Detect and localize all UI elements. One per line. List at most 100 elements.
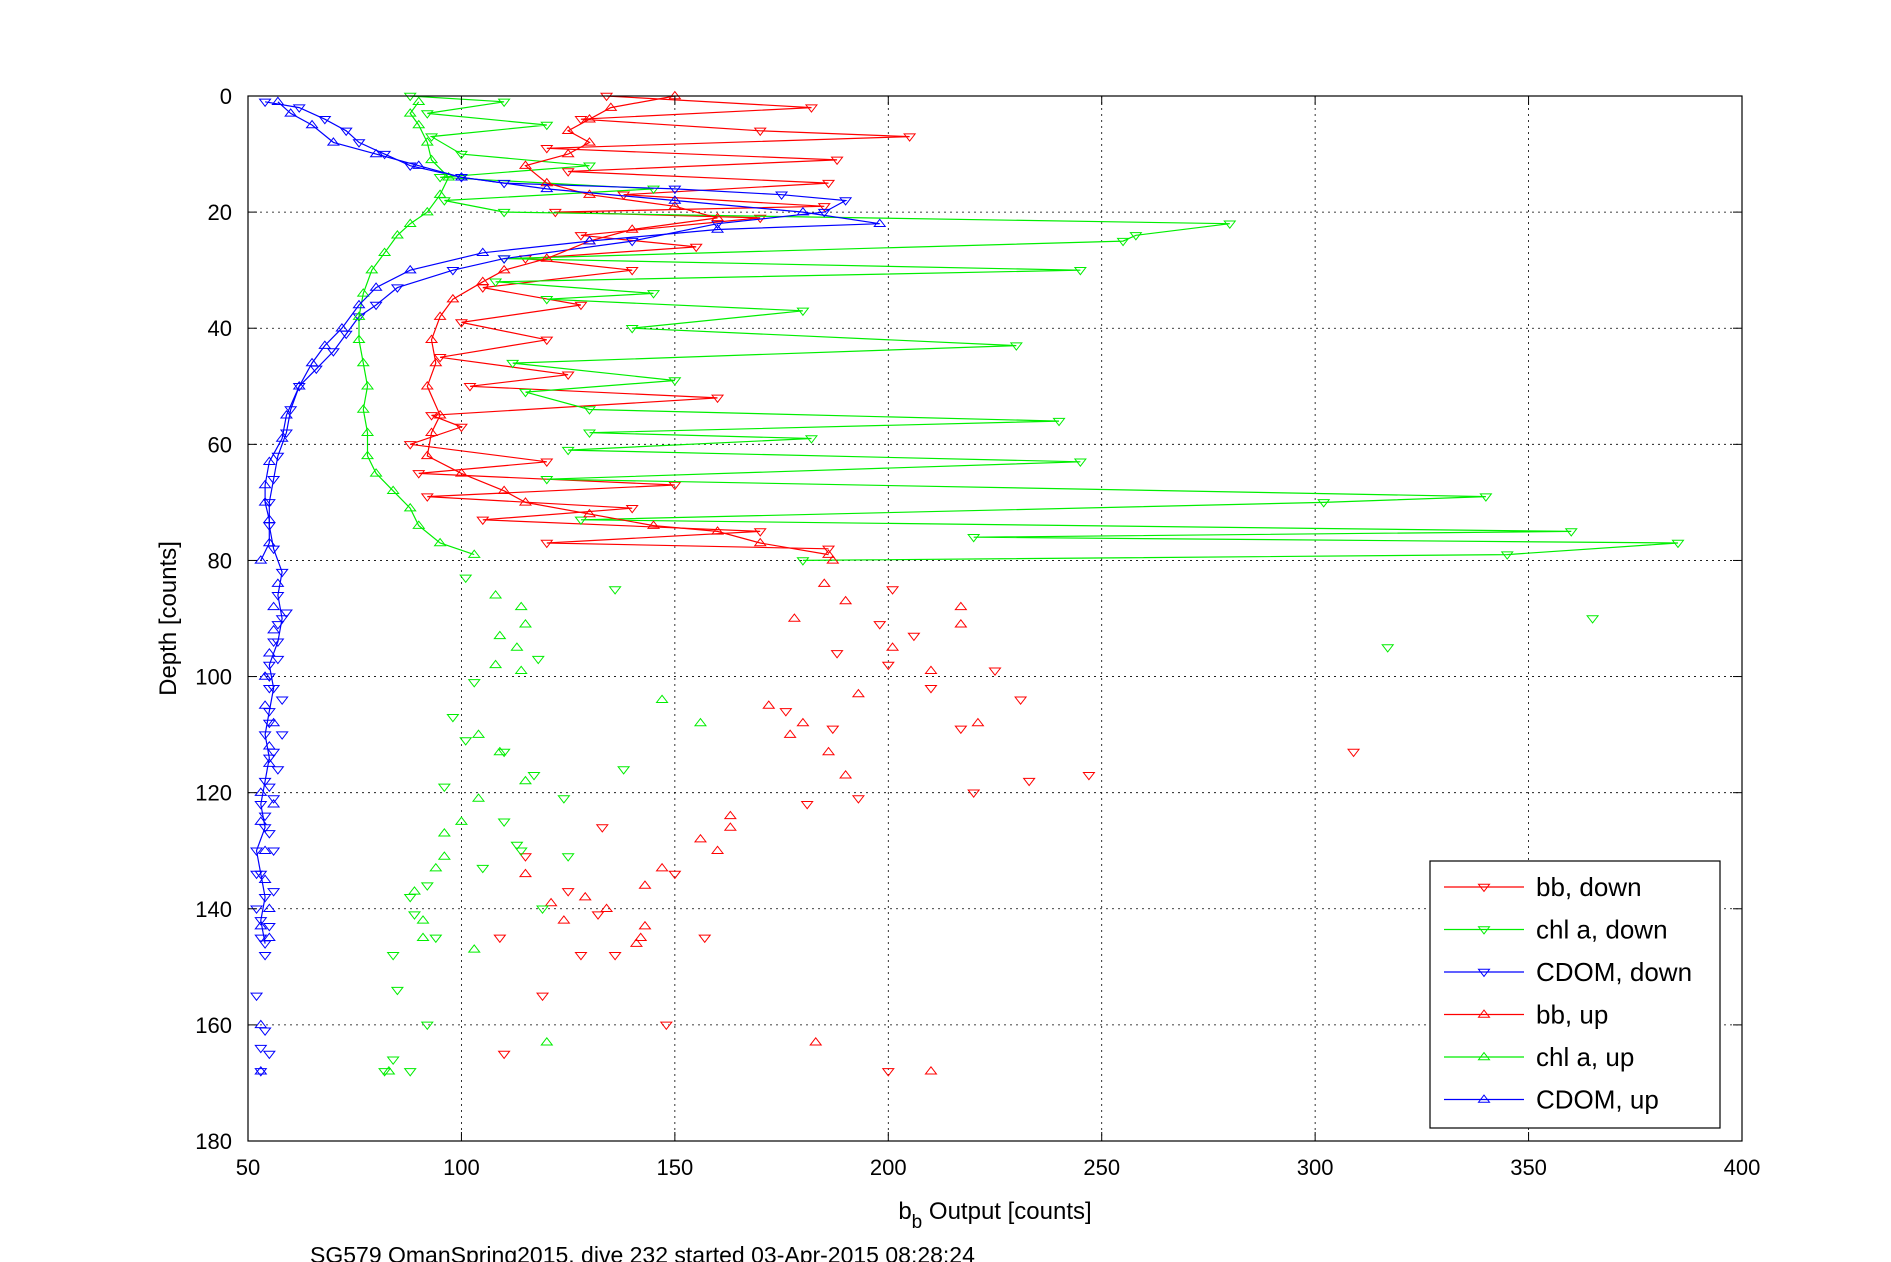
data-point-marker [262, 1050, 276, 1060]
data-point-marker [250, 992, 264, 1002]
data-point-marker [390, 284, 404, 293]
data-point-marker [954, 619, 968, 628]
data-point-marker [1082, 772, 1096, 781]
data-point-marker [668, 201, 682, 210]
data-point-marker [1500, 551, 1514, 560]
data-point-marker [540, 145, 554, 154]
data-point-marker [335, 322, 349, 332]
data-point-marker [822, 179, 836, 189]
series-group [518, 555, 985, 1075]
data-point-marker [873, 621, 887, 630]
x-axis-label-main: b [898, 1198, 911, 1225]
data-point-marker [416, 915, 430, 924]
data-point-marker [262, 903, 276, 913]
data-point-marker [668, 185, 682, 195]
data-point-marker [531, 655, 545, 665]
data-point-marker [437, 783, 451, 793]
data-point-marker [723, 810, 737, 820]
data-point-marker [420, 882, 434, 891]
data-point-marker [262, 783, 276, 793]
data-point-marker [454, 423, 468, 433]
data-point-marker [433, 410, 447, 419]
data-point-marker [258, 845, 272, 854]
series-group [382, 590, 707, 1075]
data-point-marker [386, 1056, 400, 1065]
data-point-marker [518, 868, 532, 878]
data-point-marker [903, 133, 917, 142]
series-group [254, 578, 285, 1075]
data-point-marker [433, 174, 447, 183]
data-point-marker [540, 1037, 554, 1046]
data-point-marker [339, 127, 353, 137]
data-point-marker [292, 381, 306, 390]
data-point-marker [365, 264, 379, 274]
data-point-marker [378, 150, 392, 160]
data-point-marker [497, 748, 511, 758]
data-point-marker [446, 713, 460, 723]
series-group [420, 90, 836, 558]
data-point-marker [254, 1019, 268, 1029]
data-point-marker [361, 450, 375, 460]
data-point-marker [578, 891, 592, 901]
data-point-marker [1073, 266, 1087, 276]
data-point-marker [403, 108, 417, 117]
data-point-marker [454, 150, 468, 160]
data-point-marker [412, 96, 426, 106]
data-point-marker [275, 696, 289, 706]
data-point-marker [369, 301, 383, 311]
legend-marker [1477, 1094, 1491, 1103]
data-point-marker [510, 841, 524, 851]
data-point-marker [809, 1037, 823, 1046]
data-point-marker [804, 435, 818, 444]
y-tick-label: 40 [208, 316, 232, 341]
data-point-marker [540, 177, 554, 187]
data-point-marker [476, 864, 490, 874]
data-point-marker [250, 847, 264, 856]
data-point-marker [574, 951, 588, 961]
data-point-marker [420, 1021, 434, 1031]
data-point-marker [437, 851, 451, 860]
data-point-marker [886, 586, 900, 595]
y-tick-label: 120 [195, 781, 232, 806]
data-point-marker [851, 795, 865, 804]
data-point-marker [279, 609, 293, 618]
data-point-marker [433, 311, 447, 320]
data-point-marker [1116, 237, 1130, 247]
data-point-marker [267, 601, 281, 611]
data-point-marker [250, 870, 264, 880]
data-point-marker [886, 642, 900, 651]
data-point-marker [817, 578, 831, 587]
data-point-marker [1052, 417, 1066, 427]
data-point-marker [493, 934, 507, 944]
data-point-marker [254, 801, 268, 810]
data-point-marker [647, 185, 661, 195]
data-point-marker [540, 295, 554, 305]
data-point-marker [454, 816, 468, 825]
data-point-marker [711, 224, 725, 233]
data-point-marker [1014, 696, 1028, 706]
data-point-marker [1073, 458, 1087, 468]
data-point-marker [442, 172, 456, 181]
data-point-marker [262, 932, 276, 942]
data-point-marker [275, 615, 289, 624]
data-point-marker [463, 383, 477, 392]
data-point-marker [967, 533, 981, 543]
x-axis-label-subscript: b [912, 1212, 923, 1233]
data-point-marker [262, 456, 276, 465]
data-point-marker [971, 717, 985, 727]
data-point-marker [425, 133, 439, 142]
data-point-marker [489, 659, 503, 669]
series-layer [250, 90, 1685, 1077]
data-point-marker [625, 224, 639, 233]
data-point-marker [454, 172, 468, 181]
data-point-marker [403, 264, 417, 274]
data-point-marker [352, 139, 366, 148]
data-point-marker [356, 288, 370, 297]
data-point-marker [514, 665, 528, 674]
data-point-marker [425, 334, 439, 344]
data-point-marker [659, 1021, 673, 1031]
data-point-marker [582, 162, 596, 171]
data-point-marker [271, 96, 285, 106]
data-point-marker [267, 475, 281, 485]
data-point-marker [638, 880, 652, 889]
